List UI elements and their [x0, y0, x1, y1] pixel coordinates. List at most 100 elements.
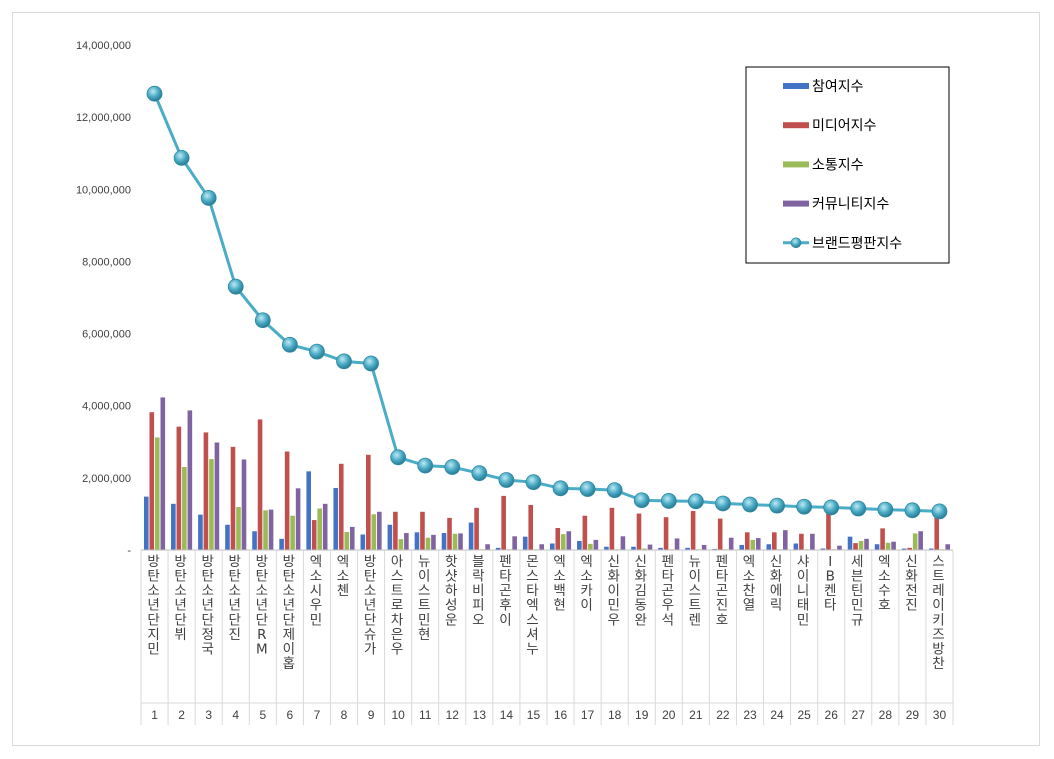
brand-index-point: [823, 499, 840, 516]
category-rank-label: 21: [689, 708, 703, 722]
brand-reputation-chart: - 2,000,000 4,000,000 6,000,000 8,000,000 10,…: [76, 40, 954, 725]
bar: [366, 454, 371, 550]
brand-index-point: [742, 496, 758, 513]
bar: [744, 532, 750, 550]
bar: [171, 503, 176, 550]
category-rank-label: 2: [178, 708, 185, 722]
bar: [772, 532, 777, 550]
bar: [663, 517, 669, 550]
bar: [582, 515, 588, 550]
bar: [257, 419, 263, 550]
bar: [874, 544, 880, 550]
bar: [263, 510, 268, 550]
bar: [349, 526, 355, 550]
brand-index-point: [606, 482, 623, 499]
bar: [203, 432, 209, 550]
y-tick-label: 6,000,000: [82, 329, 131, 341]
category-rank-label: 24: [770, 708, 784, 722]
category-rank-label: 5: [259, 708, 266, 722]
brand-index-point: [173, 150, 190, 166]
bar: [907, 547, 912, 550]
legend-entry-label: 브랜드평판지수: [812, 236, 902, 252]
legend-swatch: [783, 200, 809, 207]
x-axis: 방 탄 소 년 단 지 민 1 방 탄 소 년 단 뷔 2 방 탄 소 년 단 정 국 3 방 탄 소 년 단 진 4 방 탄 소 년 단 R M 5 방 탄…: [140, 549, 954, 725]
brand-index-point: [552, 480, 569, 497]
category-rank-label: 22: [716, 708, 730, 722]
category-rank-label: 18: [608, 708, 622, 722]
bar: [837, 545, 842, 550]
brand-index-point: [715, 495, 731, 512]
brand-index-point: [850, 500, 867, 517]
legend-swatch: [783, 122, 809, 129]
category-rank-label: 29: [906, 708, 920, 722]
bar: [647, 544, 653, 550]
bar: [485, 544, 490, 550]
brand-index-point: [444, 459, 461, 475]
bar: [912, 533, 918, 550]
legend-entry-label: 커뮤니티지수: [812, 197, 889, 213]
bar: [717, 518, 723, 550]
brand-index-point: [931, 503, 948, 520]
bar: [317, 508, 322, 550]
y-tick-label: 8,000,000: [82, 256, 131, 268]
bar: [377, 511, 382, 550]
category-rank-label: 11: [419, 708, 432, 722]
legend-swatch: [783, 161, 809, 168]
bar: [143, 496, 149, 550]
bar: [810, 533, 815, 550]
brand-index-point: [146, 85, 163, 102]
bar: [755, 538, 761, 550]
bar: [371, 514, 377, 550]
category-rank-label: 14: [500, 708, 514, 722]
bar: [853, 543, 858, 550]
bar: [209, 459, 214, 550]
category-rank-label: 28: [879, 708, 893, 722]
bar: [425, 537, 431, 550]
bar: [528, 504, 534, 550]
category-rank-label: 30: [933, 708, 947, 722]
bar: [891, 541, 896, 550]
y-tick-label: 14,000,000: [76, 40, 131, 52]
bar: [847, 536, 853, 550]
bar: [338, 463, 344, 550]
bar: [512, 536, 517, 550]
bar: [420, 511, 425, 550]
category-rank-label: 27: [852, 708, 866, 722]
category-rank-label: 23: [743, 708, 757, 722]
bar: [766, 544, 772, 550]
bar: [739, 544, 745, 550]
category-rank-label: 13: [473, 708, 487, 722]
category-rank-label: 16: [554, 708, 568, 722]
bar: [176, 426, 182, 550]
category-rank-label: 3: [205, 708, 212, 722]
bar: [198, 514, 203, 550]
brand-index-point: [904, 502, 921, 519]
bar: [214, 442, 220, 550]
bar: [658, 547, 663, 550]
bar: [555, 527, 561, 550]
bar: [452, 533, 458, 550]
bar: [858, 540, 864, 550]
brand-index-point: [660, 493, 677, 509]
bar: [885, 542, 891, 550]
bar: [501, 495, 506, 550]
brand-index-point: [363, 355, 379, 372]
bar: [826, 510, 831, 550]
bar: [690, 511, 696, 550]
bar: [880, 528, 885, 550]
category-rank-label: 10: [391, 708, 405, 722]
bar: [928, 548, 934, 550]
bar: [934, 512, 940, 550]
y-tick-label: -: [127, 545, 131, 557]
bar: [182, 467, 187, 550]
